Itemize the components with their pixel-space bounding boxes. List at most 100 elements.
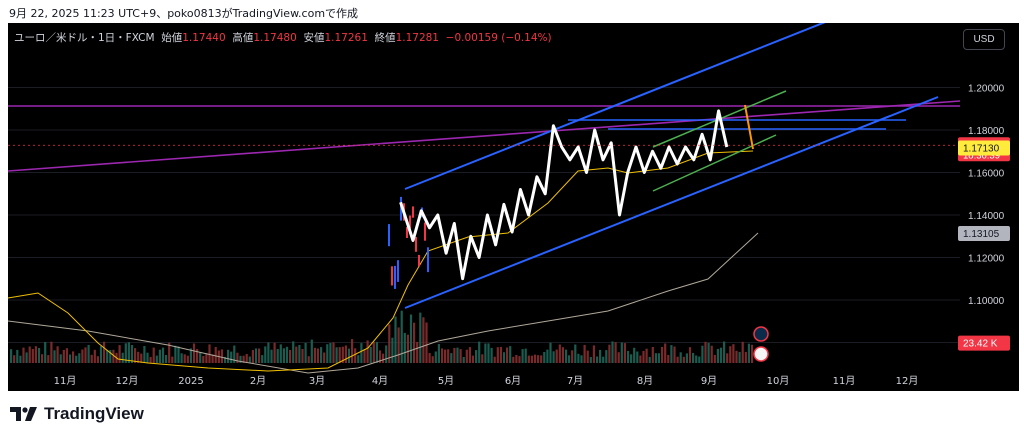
volume-bar: [561, 347, 564, 363]
volume-bar: [264, 346, 267, 363]
volume-bar: [338, 347, 341, 363]
candle: [418, 254, 420, 267]
volume-bar: [357, 355, 360, 363]
candle: [427, 247, 429, 273]
volume-bar: [645, 348, 648, 363]
candle: [391, 266, 393, 286]
forecast-line: [744, 104, 754, 150]
volume-bar: [196, 349, 199, 363]
candle: [400, 196, 402, 221]
volume-bar: [37, 348, 41, 363]
volume-bar: [403, 332, 406, 363]
x-tick-label: 4月: [372, 375, 388, 387]
volume-bar: [608, 344, 611, 363]
volume-bar: [512, 356, 515, 363]
chart-panel[interactable]: 1.20000 1.18000 1.16000 1.14000 1.12000 1.100…: [8, 23, 1019, 391]
volume-bar: [90, 354, 93, 363]
volume-bar: [96, 356, 99, 363]
low-value: 1.17261: [324, 32, 368, 44]
candle: [409, 215, 411, 229]
volume-bar: [103, 341, 106, 363]
volume-bar: [140, 353, 143, 363]
volume-bar: [109, 350, 112, 363]
volume-bar: [254, 348, 258, 363]
volume-bar: [586, 350, 589, 363]
volume-bar: [168, 342, 171, 363]
volume-bar: [651, 347, 654, 363]
volume-bar: [518, 356, 521, 363]
volume-bar: [326, 344, 329, 363]
volume-bar: [106, 350, 109, 363]
volume-bar: [459, 349, 462, 363]
volume-bar: [428, 353, 431, 363]
volume-bar: [372, 341, 375, 363]
volume-bar: [670, 345, 673, 363]
volume-bar: [81, 349, 84, 363]
volume-bar: [524, 348, 527, 363]
x-tick-label: 10月: [767, 375, 790, 387]
volume-bar: [490, 347, 493, 363]
volume-bar: [682, 356, 685, 363]
volume-bar: [555, 349, 558, 363]
volume-bar: [595, 356, 599, 363]
volume-bar: [59, 354, 62, 363]
volume-bar: [13, 355, 16, 363]
volume-bar: [471, 355, 475, 363]
volume-bar: [543, 352, 546, 363]
close-value: 1.17281: [395, 32, 439, 44]
volume-bar: [453, 347, 456, 363]
volume-bar: [335, 347, 338, 363]
volume-bar: [56, 346, 59, 363]
volume-bar: [99, 346, 103, 363]
volume-bar: [31, 349, 34, 363]
chart-caption: 9月 22, 2025 11:23 UTC+9、poko0813がTrading…: [9, 7, 359, 20]
volume-bar: [261, 355, 264, 363]
volume-bar: [276, 349, 279, 363]
ma-short-line: [8, 150, 754, 372]
volume-bar: [397, 327, 400, 363]
volume-bar: [313, 347, 316, 363]
event-marker-icon: [753, 346, 769, 362]
volume-bar: [487, 343, 490, 363]
volume-bar: [25, 352, 28, 363]
price-badge-label: 23.42 K: [963, 339, 998, 350]
volume-bar: [716, 348, 719, 363]
tradingview-logo[interactable]: TradingView: [10, 404, 144, 424]
volume-bar: [599, 349, 602, 363]
volume-bar: [118, 345, 121, 363]
candle: [424, 222, 426, 241]
volume-bar: [679, 352, 682, 363]
open-value: 1.17440: [182, 32, 226, 44]
volume-bar: [223, 356, 227, 363]
y-tick-label: 1.14000: [968, 211, 1005, 222]
volume-bar: [434, 351, 437, 363]
price-chart[interactable]: 1.20000 1.18000 1.16000 1.14000 1.12000 1.100…: [8, 23, 1019, 391]
open-label: 始値: [161, 32, 183, 44]
volume-bar: [320, 347, 323, 363]
x-tick-label: 2025: [178, 376, 203, 387]
volume-bar: [738, 352, 741, 363]
volume-bar: [447, 349, 450, 363]
volume-bar: [623, 343, 626, 363]
volume-bar: [285, 346, 289, 363]
volume-bar: [382, 353, 385, 363]
volume-bar: [385, 345, 388, 363]
volume-bar: [692, 352, 695, 363]
channel-lower-line: [404, 96, 939, 309]
volume-bar: [506, 347, 509, 363]
volume-bar: [189, 348, 192, 363]
volume-bar: [155, 355, 158, 363]
volume-bar: [279, 344, 282, 363]
volume-bar: [211, 354, 214, 363]
volume-bar: [400, 310, 403, 363]
candle: [415, 237, 417, 252]
volume-bar: [626, 350, 630, 363]
volume-bar: [688, 347, 692, 363]
volume-bar: [351, 339, 354, 363]
volume-bar: [304, 342, 307, 363]
volume-bar: [75, 355, 78, 363]
volume-bar: [657, 353, 661, 363]
currency-button[interactable]: USD: [963, 29, 1005, 50]
volume-bar: [134, 348, 137, 363]
volume-bar: [419, 312, 422, 363]
